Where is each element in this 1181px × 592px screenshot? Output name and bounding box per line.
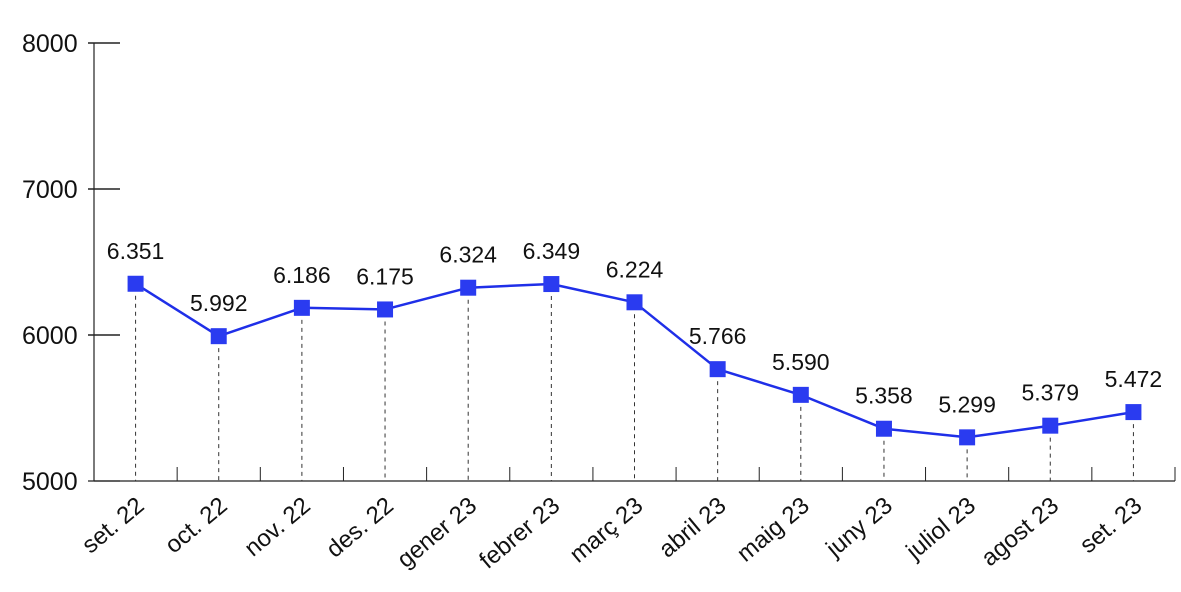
x-tick-label: agost 23 (976, 492, 1064, 572)
data-point-marker (959, 429, 976, 446)
x-tick-label: oct. 22 (160, 492, 233, 559)
x-tick-label: febrer 23 (474, 492, 565, 574)
data-point-marker (127, 275, 144, 292)
data-label: 5.590 (772, 349, 830, 375)
data-point-marker (460, 279, 477, 296)
drop-lines (135, 295, 1134, 481)
labels: 5000 6000 7000 8000 6.351 5.992 6.186 6.175 6.32… (22, 30, 1162, 574)
data-label: 5.379 (1021, 380, 1079, 406)
data-label: 6.351 (107, 238, 165, 264)
y-tick-label: 7000 (22, 176, 78, 204)
x-tick-label: set. 23 (1075, 492, 1148, 559)
data-point-marker (709, 361, 726, 378)
data-point-marker (792, 386, 809, 403)
data-label: 5.766 (689, 323, 747, 349)
data-label: 6.186 (273, 262, 331, 288)
data-point-marker (626, 294, 643, 311)
x-tick-label: abril 23 (654, 492, 732, 563)
y-tick-label: 8000 (22, 30, 78, 58)
x-tick-label: set. 22 (77, 492, 150, 559)
data-point-marker (543, 276, 560, 293)
data-point-marker (1042, 417, 1059, 434)
data-label: 6.224 (606, 256, 664, 282)
x-tick-label: maig 23 (732, 492, 815, 568)
x-tick-label: nov. 22 (239, 492, 315, 562)
y-tick-label: 5000 (22, 468, 78, 496)
data-label: 5.992 (190, 290, 248, 316)
data-point-marker (1125, 404, 1142, 421)
data-label: 5.472 (1105, 366, 1163, 392)
x-tick-label: juliol 23 (901, 492, 981, 566)
data-point-marker (377, 301, 394, 318)
axes (88, 42, 1176, 482)
data-label: 5.358 (855, 383, 913, 409)
data-point-marker (293, 299, 310, 316)
data-point-marker (210, 328, 227, 345)
data-label: 6.175 (356, 263, 414, 289)
x-tick-label: març 23 (565, 492, 649, 568)
data-label: 6.349 (523, 238, 581, 264)
x-tick-label: gener 23 (392, 492, 482, 574)
data-point-marker (875, 420, 892, 437)
data-label: 5.299 (938, 391, 996, 417)
x-tick-label: juny 23 (820, 492, 897, 563)
y-tick-label: 6000 (22, 322, 78, 350)
markers (127, 275, 1142, 446)
x-tick-label: des. 22 (321, 492, 399, 563)
data-label: 6.324 (439, 242, 497, 268)
